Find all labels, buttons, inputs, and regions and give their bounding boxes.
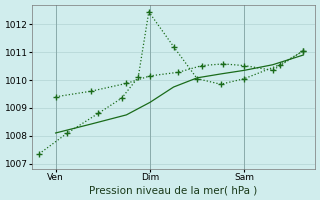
X-axis label: Pression niveau de la mer( hPa ): Pression niveau de la mer( hPa ): [90, 185, 258, 195]
